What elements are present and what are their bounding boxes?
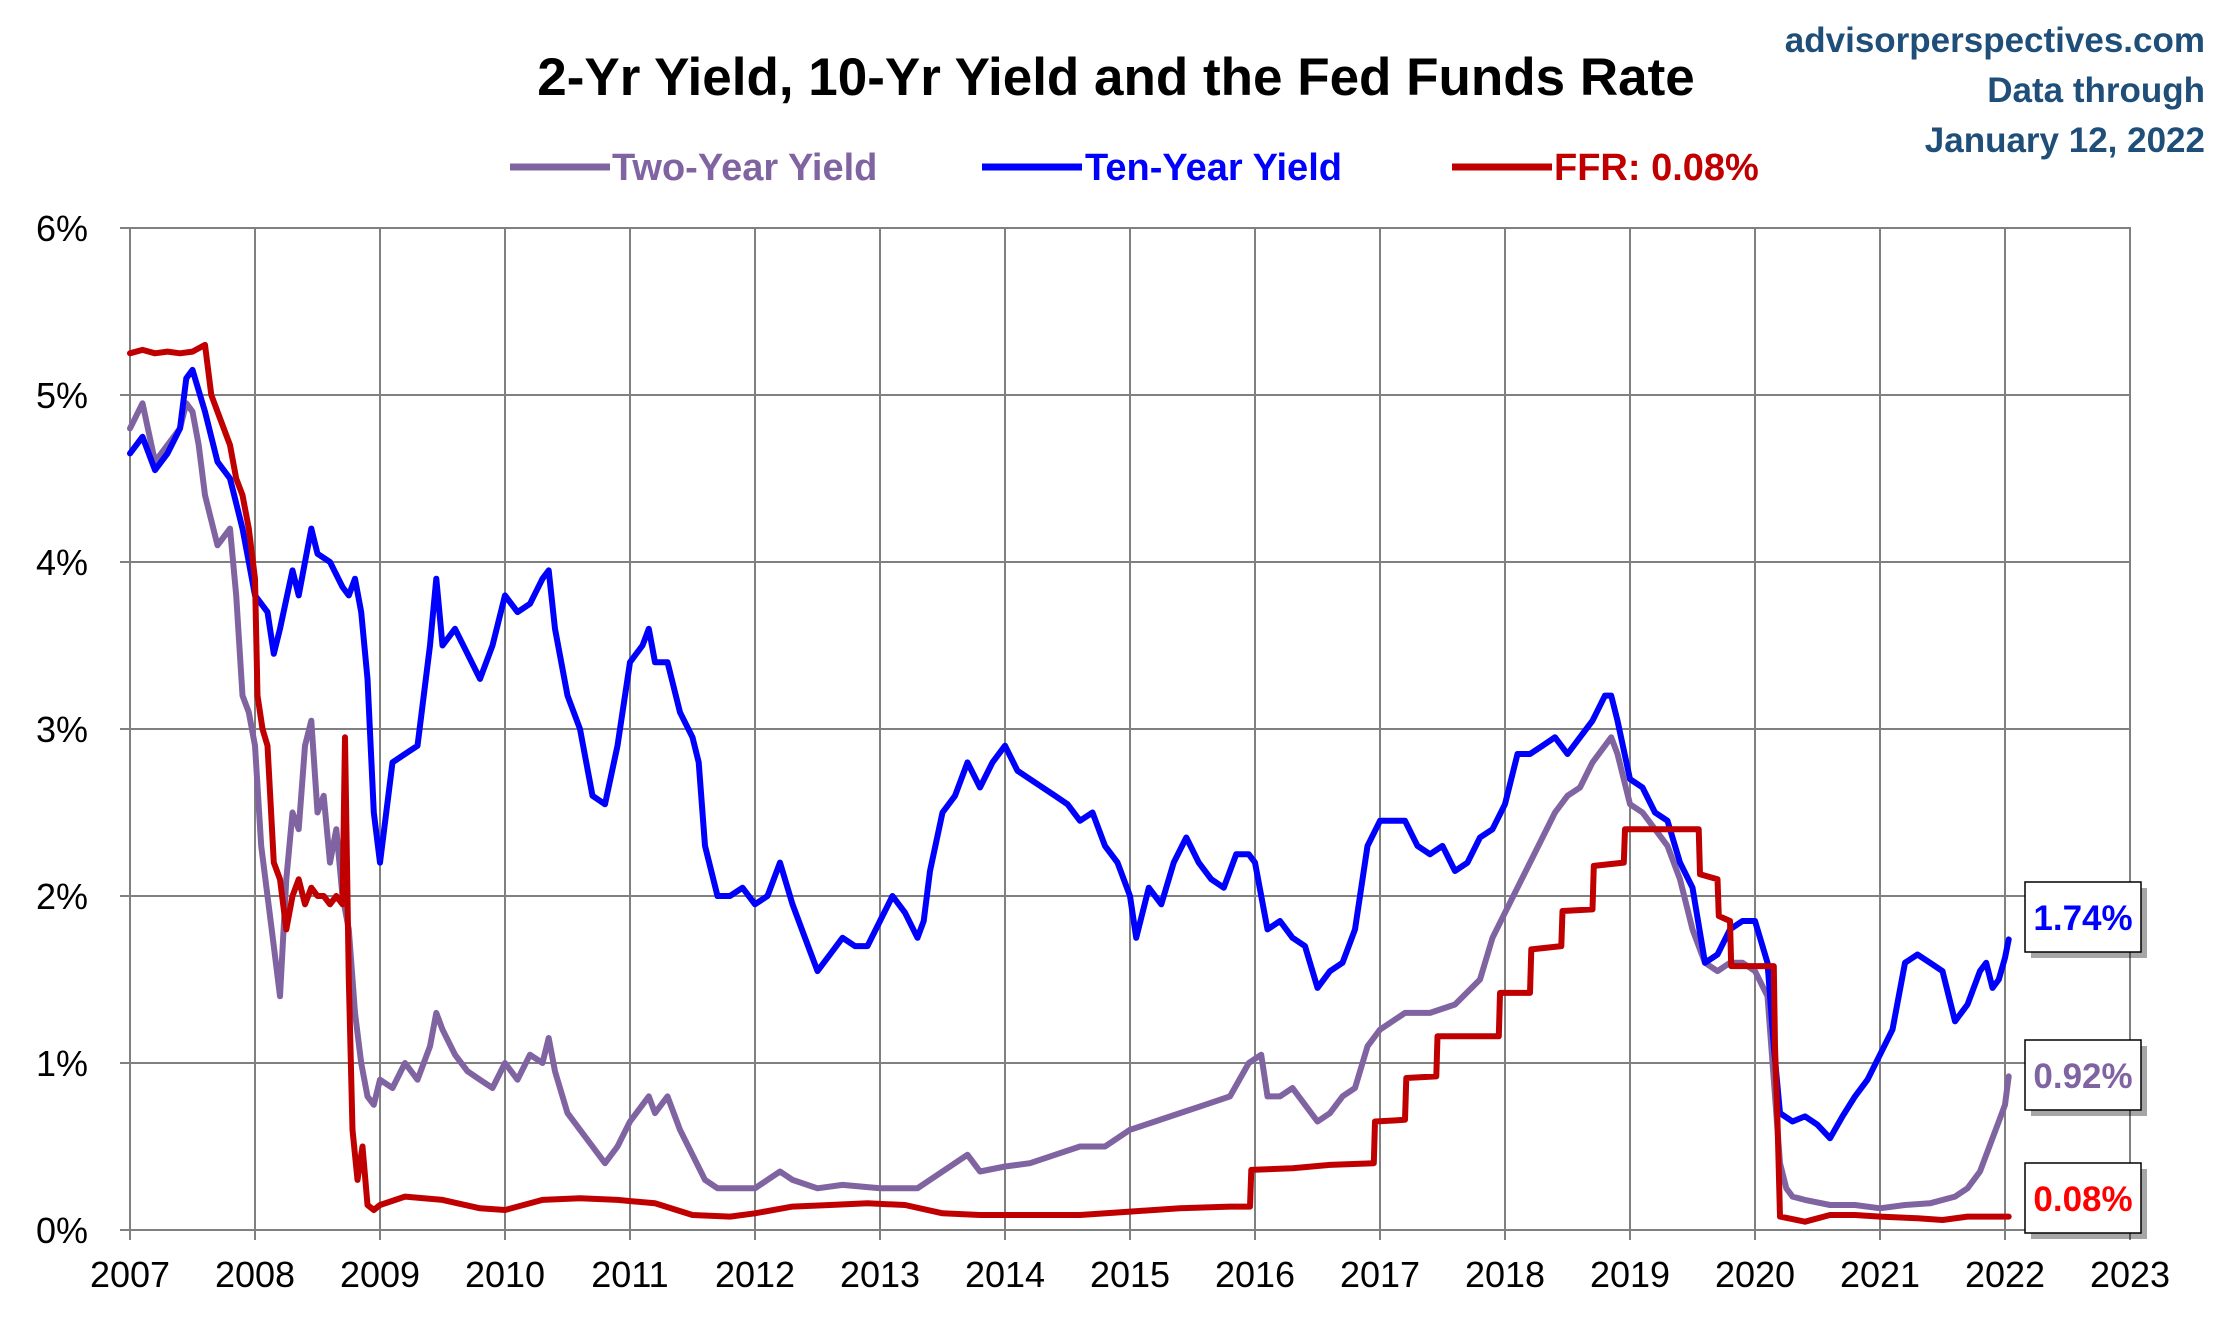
x-tick-label: 2011 xyxy=(591,1254,668,1295)
legend-label-ten-year: Ten-Year Yield xyxy=(1085,147,1342,189)
y-tick-label: 4% xyxy=(36,542,88,583)
y-tick-label: 6% xyxy=(36,208,88,249)
end-label-ten-year-box: 1.74% xyxy=(2024,881,2147,958)
legend: Two-Year Yield Ten-Year Yield FFR: 0.08% xyxy=(510,147,1759,189)
y-tick-label: 2% xyxy=(36,876,88,917)
end-label-ten-year: 1.74% xyxy=(2033,899,2132,938)
legend-label-ffr: FFR: 0.08% xyxy=(1554,147,1759,189)
legend-label-two-year: Two-Year Yield xyxy=(612,147,877,189)
x-tick-label: 2012 xyxy=(715,1254,795,1295)
x-tick-label: 2018 xyxy=(1465,1254,1545,1295)
x-tick-label: 2020 xyxy=(1715,1254,1795,1295)
data-through-date: January 12, 2022 xyxy=(1925,121,2205,160)
y-tick-label: 0% xyxy=(36,1210,88,1251)
y-tick-label: 3% xyxy=(36,709,88,750)
end-label-ffr-box: 0.08% xyxy=(2024,1162,2147,1239)
x-tick-label: 2017 xyxy=(1340,1254,1420,1295)
y-tick-label: 1% xyxy=(36,1043,88,1084)
x-tick-label: 2022 xyxy=(1965,1254,2045,1295)
x-tick-label: 2015 xyxy=(1090,1254,1170,1295)
x-tick-label: 2007 xyxy=(90,1254,170,1295)
data-through-label: Data through xyxy=(1987,71,2205,110)
series-line-two-year-yield xyxy=(127,400,2012,1212)
series xyxy=(127,341,2012,1225)
axes: 2007 2008 2009 2010 2011 2012 2013 2014 2015 2016… xyxy=(36,208,2170,1295)
x-tick-label: 2013 xyxy=(840,1254,920,1295)
x-tick-label: 2019 xyxy=(1590,1254,1670,1295)
x-tick-label: 2009 xyxy=(340,1254,420,1295)
x-tick-label: 2010 xyxy=(465,1254,545,1295)
x-tick-label: 2021 xyxy=(1840,1254,1920,1295)
series-line-ten-year-yield xyxy=(127,366,2012,1142)
y-tick-label: 5% xyxy=(36,375,88,416)
x-tick-label: 2016 xyxy=(1215,1254,1295,1295)
chart-title: 2-Yr Yield, 10-Yr Yield and the Fed Fund… xyxy=(537,48,1694,107)
end-label-ffr: 0.08% xyxy=(2033,1180,2132,1219)
x-tick-label: 2023 xyxy=(2090,1254,2170,1295)
source-site: advisorperspectives.com xyxy=(1785,21,2205,60)
end-label-two-year: 0.92% xyxy=(2033,1057,2132,1096)
x-tick-label: 2008 xyxy=(215,1254,295,1295)
series-line-ffr xyxy=(127,341,2012,1225)
x-tick-label: 2014 xyxy=(965,1254,1045,1295)
end-label-two-year-box: 0.92% xyxy=(2024,1039,2147,1116)
